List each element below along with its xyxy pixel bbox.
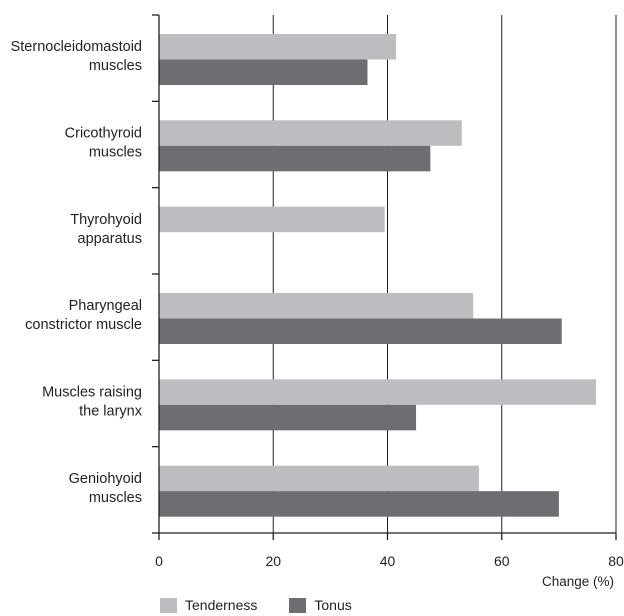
legend-label-tenderness: Tenderness: [185, 597, 258, 613]
legend: Tenderness Tonus: [160, 597, 384, 613]
category-label-line: constrictor muscle: [25, 317, 142, 333]
bar-tenderness-4: [159, 379, 597, 405]
x-tick-label-80: 80: [608, 553, 624, 569]
legend-swatch-tonus: [289, 597, 307, 613]
category-label-line: Pharyngeal: [69, 298, 142, 314]
category-label-line: Geniohyoid: [69, 471, 142, 487]
bar-tenderness-2: [159, 206, 385, 233]
bar-tenderness-1: [159, 120, 462, 146]
category-label-line: apparatus: [78, 231, 143, 247]
x-axis-title: Change (%): [542, 574, 614, 589]
x-tick-label-40: 40: [380, 553, 396, 569]
gridlines: [272, 15, 617, 533]
x-ticks: 0 20 40 60 80: [155, 533, 624, 569]
category-label-line: Cricothyroid: [65, 126, 142, 142]
bar-tonus-1: [159, 145, 431, 172]
bar-tenderness-0: [159, 34, 397, 60]
bar-tonus-0: [159, 59, 368, 85]
category-label-line: muscles: [89, 145, 142, 161]
category-label-1: Cricothyroid muscles: [65, 126, 142, 161]
y-ticks: [152, 14, 159, 534]
category-label-line: the larynx: [79, 404, 143, 420]
category-label-4: Muscles raising the larynx: [42, 385, 143, 420]
bar-tonus-4: [159, 404, 417, 431]
x-tick-label-0: 0: [155, 553, 163, 569]
category-label-line: Sternocleidomastoid: [11, 39, 142, 55]
category-labels: Sternocleidomastoid muscles Cricothyroid mu…: [11, 39, 143, 506]
x-tick-label-20: 20: [265, 553, 281, 569]
category-label-5: Geniohyoid muscles: [69, 471, 142, 506]
legend-swatch-tenderness: [160, 597, 177, 613]
category-label-line: muscles: [89, 58, 142, 74]
category-label-line: muscles: [89, 490, 142, 506]
category-label-0: Sternocleidomastoid muscles: [11, 39, 142, 74]
bar-tonus-5: [159, 491, 559, 517]
x-tick-label-60: 60: [494, 553, 510, 569]
bar-tenderness-3: [159, 293, 474, 319]
legend-item-tenderness: Tenderness: [160, 597, 257, 613]
category-label-2: Thyrohyoid apparatus: [70, 212, 142, 247]
category-label-line: Muscles raising: [42, 385, 142, 401]
bar-tonus-3: [159, 318, 562, 344]
bars: [159, 34, 597, 517]
category-label-line: Thyrohyoid: [70, 212, 142, 228]
legend-label-tonus: Tonus: [314, 597, 352, 613]
category-label-3: Pharyngeal constrictor muscle: [25, 298, 142, 333]
legend-item-tonus: Tonus: [289, 597, 352, 613]
bar-tenderness-5: [159, 465, 479, 492]
